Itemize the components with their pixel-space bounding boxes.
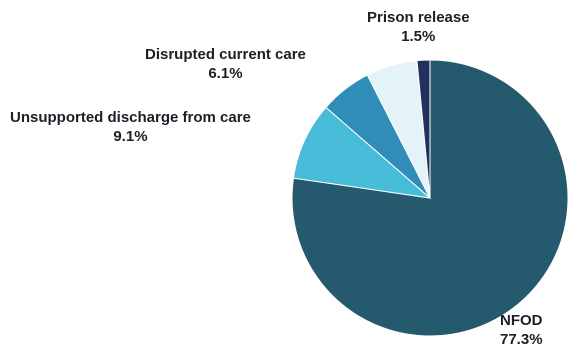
- label-disrupted-name: Disrupted current care: [145, 46, 306, 63]
- label-disrupted: Disrupted current care 6.1%: [145, 45, 306, 83]
- pie-slice-0: [291, 59, 569, 337]
- label-nfod: NFOD 77.3%: [500, 311, 543, 349]
- label-unsupported: Unsupported discharge from care 9.1%: [10, 108, 251, 146]
- label-nfod-value: 77.3%: [500, 331, 543, 348]
- label-disrupted-value: 6.1%: [208, 65, 243, 82]
- label-prison-value: 1.5%: [401, 28, 436, 45]
- label-unsupported-name: Unsupported discharge from care: [10, 109, 251, 126]
- label-unsupported-value: 9.1%: [113, 128, 148, 145]
- pie-slice-4: [416, 59, 431, 199]
- label-prison: Prison release 1.5%: [367, 8, 470, 46]
- label-prison-name: Prison release: [367, 9, 470, 26]
- label-nfod-name: NFOD: [500, 312, 543, 329]
- pie-slice-1: [292, 106, 432, 199]
